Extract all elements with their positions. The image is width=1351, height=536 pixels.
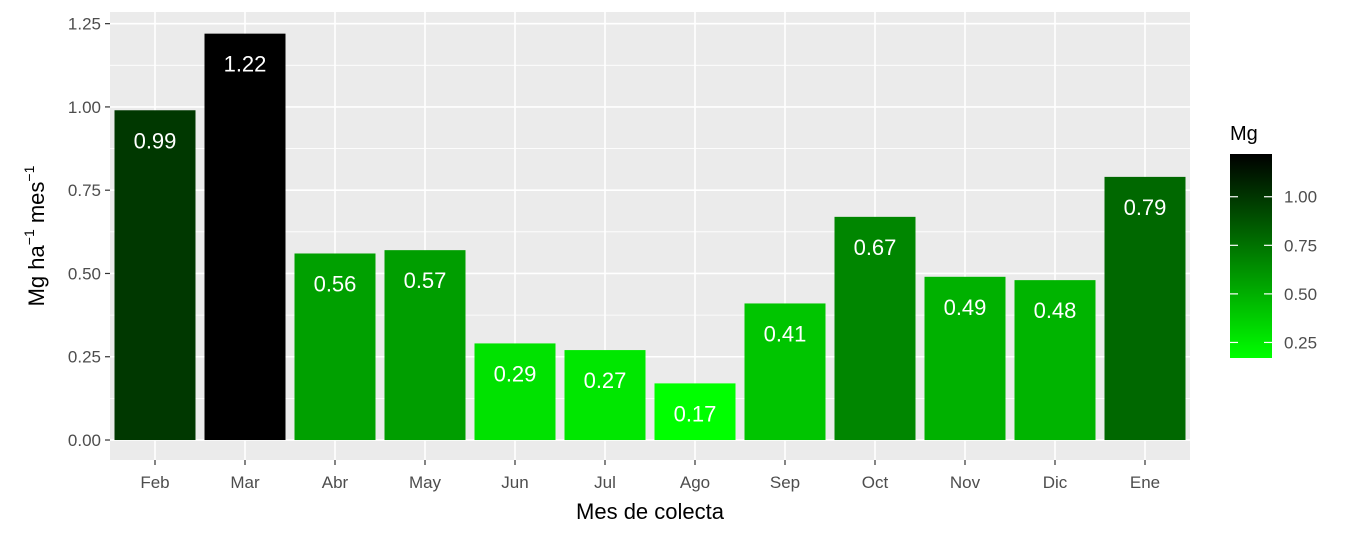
data-label-nov: 0.49 [944, 295, 987, 320]
y-tick-label: 1.00 [68, 98, 101, 117]
data-label-mar: 1.22 [224, 52, 267, 77]
x-tick-label: Jun [501, 473, 528, 492]
y-tick-label: 0.00 [68, 431, 101, 450]
x-tick-label: Sep [770, 473, 800, 492]
bar-may [384, 250, 466, 441]
data-label-oct: 0.67 [854, 235, 897, 260]
x-axis-title: Mes de colecta [576, 499, 725, 524]
data-labels: 0.99 1.22 0.56 0.57 0.29 0.27 0.17 0.41 0.67 0.49… [134, 52, 1167, 427]
y-axis-title-unit: Mg ha [24, 244, 49, 306]
y-axis-title-exp-1: −1 [21, 229, 37, 245]
y-axis-title-mes: mes [24, 182, 49, 230]
data-label-ene: 0.79 [1124, 195, 1167, 220]
bar-feb [114, 110, 196, 441]
legend-title: Mg [1230, 123, 1258, 145]
plot-panel [110, 12, 1190, 460]
data-label-ago: 0.17 [674, 401, 717, 426]
y-axis-title: Mg ha−1 mes−1 [21, 165, 49, 306]
x-tick-label: Dic [1043, 473, 1068, 492]
y-axis-title-exp-2: −1 [21, 165, 37, 181]
legend-tick-label: 0.50 [1284, 285, 1317, 304]
legend-colorbar [1230, 154, 1272, 358]
data-label-feb: 0.99 [134, 128, 177, 153]
legend-tick-label: 0.75 [1284, 236, 1317, 255]
legend-tick-label: 0.25 [1284, 333, 1317, 352]
x-tick-label: Oct [862, 473, 889, 492]
bar-abr [294, 253, 376, 441]
data-label-jun: 0.29 [494, 361, 537, 386]
data-label-sep: 0.41 [764, 321, 807, 346]
bar-nov [924, 276, 1006, 441]
fill-legend: Mg 0.25 0.50 0.75 1.00 [1230, 123, 1317, 358]
bar-oct [834, 216, 916, 441]
bar-ene [1104, 176, 1186, 441]
x-tick-label: Feb [140, 473, 169, 492]
bar-jul [564, 350, 646, 441]
x-tick-label: Ago [680, 473, 710, 492]
bar-ago [654, 383, 736, 441]
x-axis: Feb Mar Abr May Jun Jul Ago Sep Oct Nov Dic Ene [140, 460, 1160, 492]
x-tick-label: Jul [594, 473, 616, 492]
data-label-dic: 0.48 [1034, 298, 1077, 323]
bar-dic [1014, 280, 1096, 441]
legend-tick-label: 1.00 [1284, 188, 1317, 207]
y-tick-label: 0.50 [68, 264, 101, 283]
x-tick-label: Mar [230, 473, 260, 492]
data-label-jul: 0.27 [584, 368, 627, 393]
data-label-may: 0.57 [404, 268, 447, 293]
bar-jun [474, 343, 556, 441]
x-tick-label: Ene [1130, 473, 1160, 492]
y-tick-label: 0.25 [68, 348, 101, 367]
bar-sep [744, 303, 826, 441]
x-tick-label: Abr [322, 473, 349, 492]
y-tick-label: 0.75 [68, 181, 101, 200]
legend-ticks: 0.25 0.50 0.75 1.00 [1230, 188, 1317, 352]
data-label-abr: 0.56 [314, 271, 357, 296]
x-tick-label: Nov [950, 473, 981, 492]
bars [114, 33, 1186, 441]
bar-mar [204, 33, 286, 441]
y-axis: 0.00 0.25 0.50 0.75 1.00 1.25 [68, 15, 110, 450]
y-tick-label: 1.25 [68, 15, 101, 34]
x-tick-label: May [409, 473, 442, 492]
